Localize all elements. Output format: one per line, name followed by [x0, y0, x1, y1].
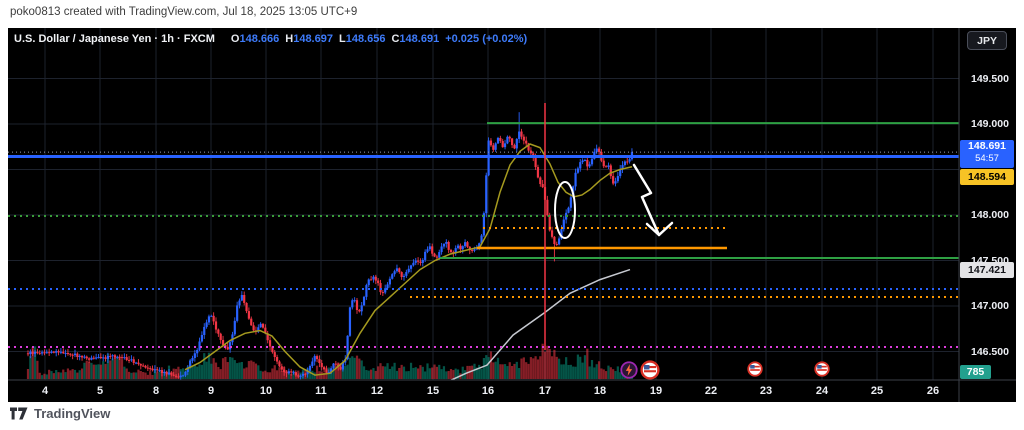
close-value: 148.691: [399, 33, 440, 45]
currency-toggle-button[interactable]: JPY: [967, 31, 1007, 50]
countdown-timer: 54:57: [975, 153, 999, 164]
ellipse-annotation[interactable]: [554, 181, 576, 239]
tradingview-logo-icon: [10, 407, 28, 419]
tradingview-watermark-text: TradingView: [34, 406, 111, 421]
time-axis-label: 9: [207, 385, 215, 397]
horizontal-levels[interactable]: [8, 122, 959, 349]
time-axis-label: 16: [481, 385, 495, 397]
price-axis-label: 147.000: [971, 300, 1009, 312]
us-economic-event-icon[interactable]: [747, 361, 763, 377]
low-label: L: [338, 33, 346, 45]
time-axis-label: 10: [259, 385, 273, 397]
open-label: O: [230, 33, 240, 45]
time-axis-label: 17: [538, 385, 552, 397]
open-value: 148.666: [239, 33, 280, 45]
time-axis-label: 8: [152, 385, 160, 397]
arrow-head: [645, 221, 674, 237]
ma-slow-value-badge: 147.421: [960, 262, 1014, 278]
ma-slow-value-badge-value: 147.421: [968, 264, 1006, 276]
us-economic-event-icon[interactable]: [814, 361, 830, 377]
us-economic-event-icon[interactable]: [640, 360, 660, 380]
chart-frame: U.S. Dollar / Japanese Yen · 1h · FXCM O1…: [8, 28, 1016, 402]
last-price-badge-value: 148.691: [968, 140, 1006, 152]
time-axis-label: 25: [870, 385, 884, 397]
price-axis-label: 148.000: [971, 209, 1009, 221]
price-change: +0.025 (+0.02%): [445, 33, 528, 45]
low-value: 148.656: [345, 33, 386, 45]
time-axis-label: 12: [370, 385, 384, 397]
ma-fast-value-badge: 148.594: [960, 169, 1014, 185]
price-axis-label: 149.500: [971, 72, 1009, 85]
volume-bars: [26, 343, 634, 379]
time-axis-label: 26: [926, 385, 940, 397]
time-axis-label: 23: [759, 385, 773, 397]
tradingview-watermark[interactable]: TradingView: [10, 406, 110, 421]
time-axis-label: 5: [96, 385, 104, 397]
last-price-badge: 148.691 54:57: [960, 140, 1014, 168]
volume-value-badge-value: 785: [966, 366, 985, 378]
time-axis-label: 15: [426, 385, 440, 397]
volume-value-badge: 785: [960, 365, 991, 379]
time-axis-label: 22: [704, 385, 718, 397]
time-axis-label: 24: [815, 385, 829, 397]
ma-slow-line[interactable]: [444, 268, 631, 384]
ma-fast-line[interactable]: [184, 143, 633, 376]
ma-fast-value-badge-value: 148.594: [968, 171, 1006, 183]
time-axis-label: 11: [315, 385, 327, 397]
price-chart[interactable]: [8, 28, 1016, 402]
time-axis-label: 19: [649, 385, 663, 397]
price-axis-label: 146.500: [971, 345, 1009, 358]
symbol-title[interactable]: U.S. Dollar / Japanese Yen · 1h · FXCM: [14, 33, 215, 45]
drawing-annotations[interactable]: [554, 163, 674, 239]
high-label: H: [285, 33, 294, 45]
economic-event-flash-icon[interactable]: [620, 361, 638, 379]
time-axis-label: 4: [41, 385, 49, 397]
time-axis-label: 18: [593, 385, 607, 397]
grid-lines: [8, 28, 959, 380]
arrow-annotation[interactable]: [632, 163, 661, 237]
price-axis-label: 149.000: [971, 118, 1009, 130]
chart-legend[interactable]: U.S. Dollar / Japanese Yen · 1h · FXCM O1…: [14, 33, 527, 45]
attribution-text: poko0813 created with TradingView.com, J…: [10, 6, 358, 18]
close-label: C: [391, 33, 400, 45]
high-value: 148.697: [293, 33, 333, 45]
